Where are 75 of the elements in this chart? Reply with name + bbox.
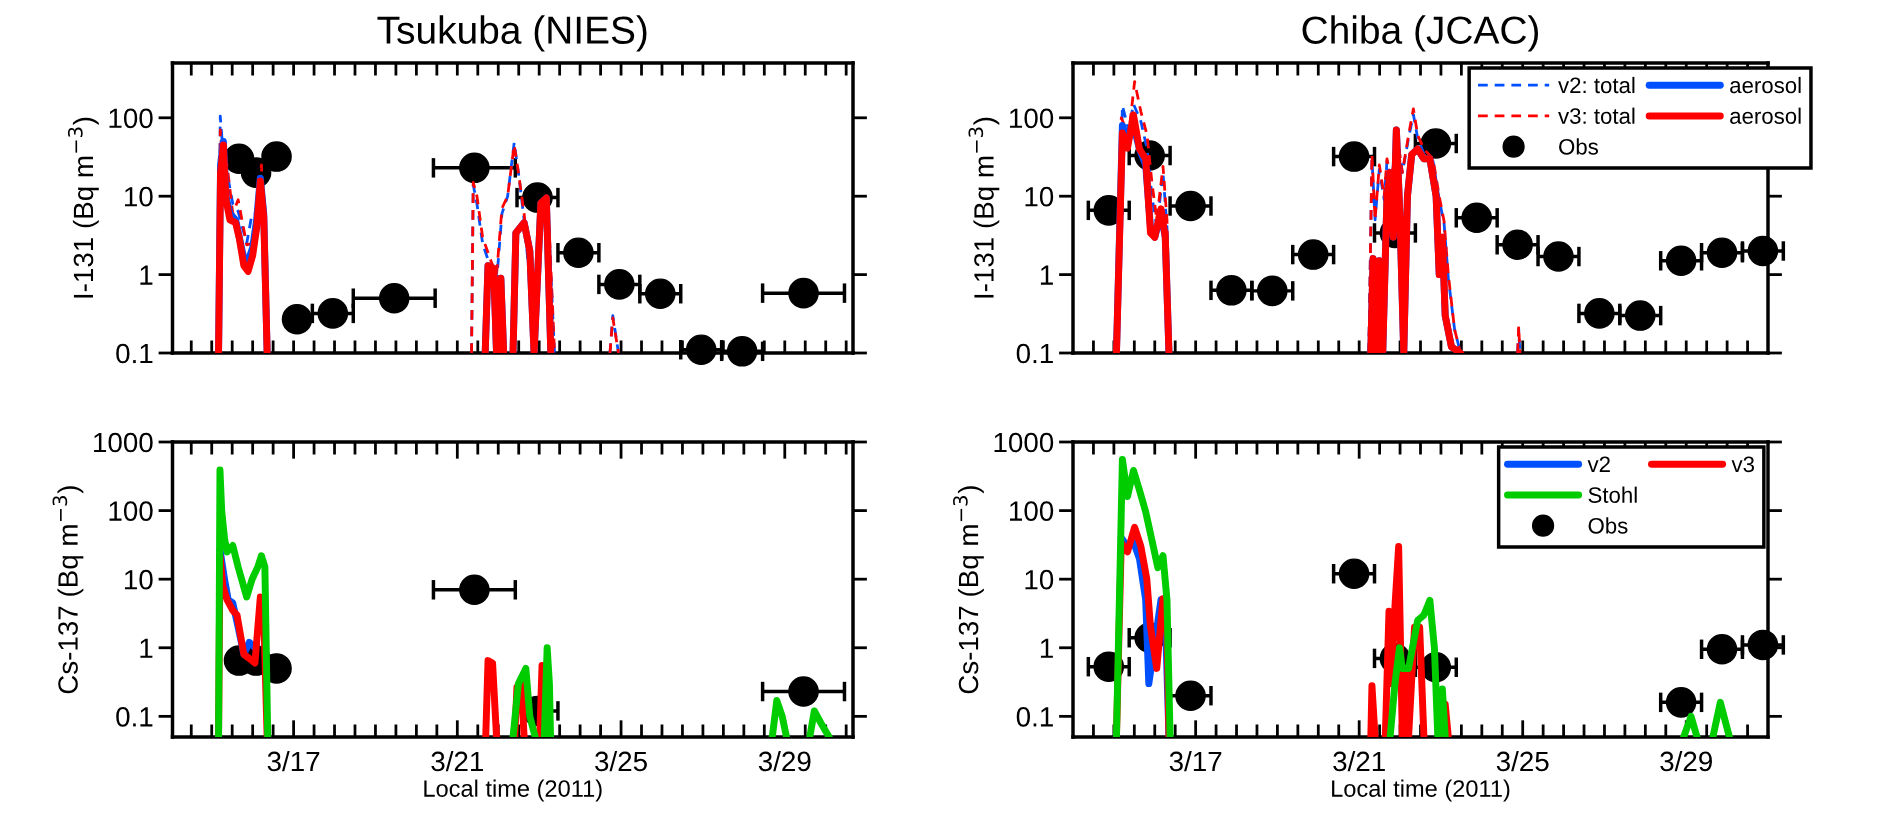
point — [563, 237, 594, 269]
point — [1216, 275, 1247, 306]
point — [1665, 687, 1697, 718]
x-tick-label: 3/25 — [595, 750, 647, 772]
chart-title: Tsukuba (NIES) — [377, 15, 647, 52]
y-tick-label: 10 — [124, 186, 153, 207]
point — [1584, 298, 1615, 329]
y-tick-label: 10 — [124, 569, 153, 590]
x-tick-label: 3/21 — [1333, 750, 1385, 772]
point — [1461, 202, 1492, 234]
x-tick-label: 3/25 — [1496, 750, 1549, 772]
point — [1338, 558, 1370, 590]
y-tick-label: 0.1 — [1016, 707, 1053, 727]
y-tick-label: 1 — [1040, 638, 1053, 658]
point — [1502, 229, 1533, 261]
y-tick-label: 100 — [1010, 501, 1054, 521]
legend-label: Obs — [1588, 517, 1628, 534]
point — [1706, 237, 1738, 269]
legend-label: v3 — [1731, 456, 1754, 473]
point — [1338, 141, 1370, 172]
legend-label: aerosol — [1730, 107, 1801, 124]
y-tick-label: 100 — [109, 501, 153, 521]
legend-label: v3: total — [1558, 107, 1635, 124]
point — [378, 282, 410, 314]
point — [685, 334, 717, 366]
y-tick-label: 1 — [1040, 265, 1053, 285]
point — [1624, 300, 1656, 331]
y-tick-label: 100 — [109, 108, 153, 129]
point — [1665, 245, 1697, 277]
point — [1543, 241, 1574, 272]
point — [1747, 629, 1779, 661]
point — [644, 278, 676, 310]
x-axis-title: Local time (2011) — [1332, 779, 1510, 802]
legend-label: v2: total — [1558, 76, 1635, 94]
y-axis-title: I-131 (Bq m$^{−3}$) — [968, 117, 1000, 298]
x-tick-label: 3/29 — [1660, 750, 1712, 772]
point — [281, 303, 313, 335]
x-tick-label: 3/17 — [1169, 750, 1222, 772]
y-axis-title: I-131 (Bq m$^{−3}$) — [67, 117, 99, 298]
y-tick-label: 100 — [1010, 108, 1054, 129]
y-axis-title: Cs-137 (Bq m$^{−3}$) — [52, 486, 84, 694]
y-tick-label: 1 — [140, 265, 153, 285]
y-axis-title: Cs-137 (Bq m$^{−3}$) — [953, 486, 984, 694]
point — [261, 141, 292, 172]
point — [726, 336, 758, 367]
y-tick-label: 1 — [140, 638, 153, 658]
x-tick-label: 3/17 — [267, 750, 320, 772]
y-tick-label: 1000 — [94, 432, 153, 453]
y-tick-label: 0.1 — [1016, 343, 1053, 364]
legend-label: Obs — [1559, 138, 1598, 155]
point — [459, 152, 490, 184]
x-tick-label: 3/21 — [431, 750, 483, 772]
x-tick-label: 3/29 — [758, 750, 811, 772]
legend-label: Stohl — [1588, 486, 1637, 503]
y-tick-label: 1000 — [994, 432, 1054, 453]
point — [788, 676, 819, 707]
point — [604, 269, 635, 300]
point — [788, 277, 819, 309]
point — [1175, 680, 1206, 711]
chart-title: Chiba (JCAC) — [1302, 15, 1539, 52]
x-axis-title: Local time (2011) — [424, 779, 602, 802]
y-tick-label: 0.1 — [116, 707, 153, 727]
legend-label: aerosol — [1730, 76, 1801, 94]
y-tick-label: 10 — [1025, 186, 1054, 207]
point — [1297, 239, 1329, 270]
point — [459, 574, 490, 606]
point — [1257, 275, 1288, 307]
point — [1175, 190, 1206, 222]
y-tick-label: 10 — [1025, 569, 1054, 590]
point — [1747, 235, 1779, 267]
y-tick-label: 0.1 — [116, 343, 153, 364]
legend-label: v2 — [1587, 456, 1610, 472]
point — [1420, 128, 1452, 159]
point — [317, 298, 349, 329]
point — [1706, 634, 1738, 665]
